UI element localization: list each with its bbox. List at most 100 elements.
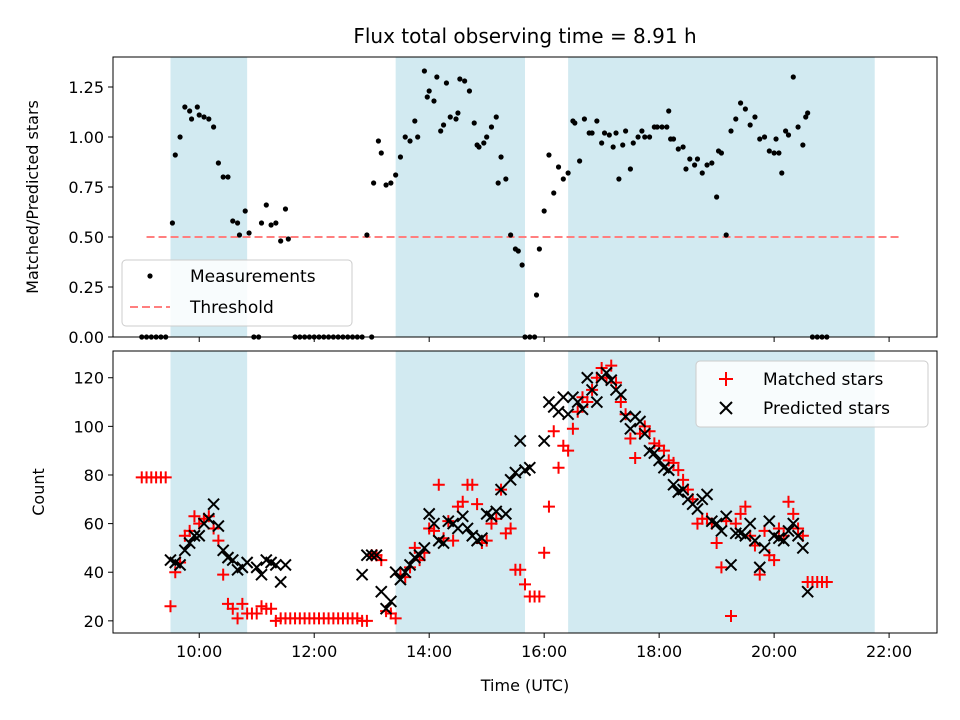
measurement-point [498, 154, 504, 160]
measurement-point [234, 220, 241, 226]
predicted-stars-point [691, 502, 704, 516]
ratio-shaded-interval [395, 57, 525, 337]
predicted-stars-point [537, 434, 551, 448]
legend-matched-label: Matched stars [763, 370, 883, 390]
measurement-point [187, 108, 193, 114]
matched-stars-point [389, 612, 402, 625]
matched-stars-point [360, 614, 373, 627]
count-y-tick-label: 120 [73, 369, 104, 388]
legend-predicted-marker [719, 401, 733, 415]
predicted-stars-point [183, 536, 196, 550]
measurement-point [471, 120, 477, 126]
measurement-point [709, 160, 715, 166]
predicted-stars-point [451, 522, 465, 535]
predicted-stars-point [667, 478, 680, 491]
measurement-point [742, 106, 748, 112]
predicted-stars-point [422, 507, 436, 521]
measurement-point [728, 128, 734, 134]
measurement-point [599, 140, 605, 146]
measurement-point [364, 232, 370, 238]
ratio-y-axis-label: Matched/Predicted stars [23, 100, 42, 294]
predicted-stars-point [557, 390, 570, 404]
predicted-stars-point [494, 483, 508, 496]
predicted-stars-point [652, 454, 666, 467]
measurement-point [503, 176, 509, 182]
measurement-point [407, 138, 413, 144]
measurement-point [263, 202, 269, 208]
predicted-stars-point [173, 558, 187, 572]
measurement-point [761, 134, 768, 140]
matched-stars-point [610, 376, 623, 389]
predicted-stars-point [662, 463, 675, 477]
matched-stars-point [169, 566, 182, 579]
predicted-stars-point [748, 534, 762, 547]
predicted-stars-point [763, 514, 776, 528]
predicted-stars-point [178, 544, 192, 557]
measurement-point [412, 118, 418, 124]
ratio-y-tick-label: 0.75 [68, 178, 104, 197]
measurement-point [371, 180, 377, 186]
measurement-point [694, 156, 701, 162]
predicted-stars-point [619, 410, 632, 423]
x-tick-label: 20:00 [751, 642, 797, 661]
predicted-stars-point [207, 497, 220, 511]
measurement-point [776, 150, 782, 156]
predicted-stars-point [801, 585, 814, 598]
matched-stars-point [432, 478, 445, 491]
measurement-point [285, 236, 291, 242]
predicted-stars-point [188, 529, 201, 542]
predicted-stars-point [523, 461, 536, 474]
measurement-point [393, 172, 399, 178]
measurement-point [236, 232, 243, 238]
measurement-point [533, 292, 540, 298]
measurement-point [462, 78, 468, 84]
measurement-point [659, 124, 665, 130]
predicted-stars-point [576, 403, 589, 416]
matched-stars-point [734, 507, 747, 520]
legend-measurements-label: Measurements [190, 267, 316, 287]
predicted-stars-point [365, 548, 378, 562]
count-panel: 20 40 60 80 100 120 10:00 12:00 14:00 16:00 18:00… [29, 350, 938, 661]
matched-stars-point [629, 451, 642, 464]
matched-stars-point [820, 575, 833, 588]
measurement-point [397, 154, 404, 160]
predicted-stars-point [394, 573, 407, 586]
measurement-point [515, 248, 521, 254]
measurement-point [268, 222, 274, 228]
predicted-stars-point [269, 558, 283, 572]
measurement-point [718, 150, 725, 156]
measurement-point [654, 124, 660, 130]
matched-stars-point [753, 568, 766, 581]
measurement-point [282, 206, 289, 212]
predicted-stars-point [753, 561, 766, 574]
measurement-point [601, 130, 608, 136]
measurement-point [177, 134, 183, 140]
predicted-stars-point [226, 553, 239, 567]
ratio-y-tick-label: 0.25 [68, 278, 104, 297]
ratio-shaded-interval [568, 57, 875, 337]
predicted-stars-point [193, 529, 206, 542]
measurement-point [606, 132, 612, 138]
measurement-point [623, 128, 629, 134]
measurement-point [803, 114, 809, 120]
measurement-point [457, 76, 463, 82]
measurement-point [519, 262, 525, 268]
measurement-point [594, 118, 600, 124]
measurement-point [800, 142, 806, 148]
measurement-point [375, 138, 382, 144]
predicted-stars-point [399, 566, 412, 579]
matched-stars-point [619, 408, 632, 421]
predicted-stars-point [427, 517, 441, 530]
measurement-point [616, 176, 622, 182]
predicted-stars-point [509, 466, 522, 479]
predicted-stars-point [729, 527, 742, 540]
measurement-point [242, 208, 248, 214]
measurement-point [675, 146, 681, 152]
matched-stars-point [782, 495, 795, 508]
predicted-stars-point [456, 510, 469, 523]
measurement-point [687, 156, 693, 162]
measurement-point [215, 160, 221, 166]
measurement-point [613, 130, 619, 136]
measurement-point [627, 166, 633, 172]
